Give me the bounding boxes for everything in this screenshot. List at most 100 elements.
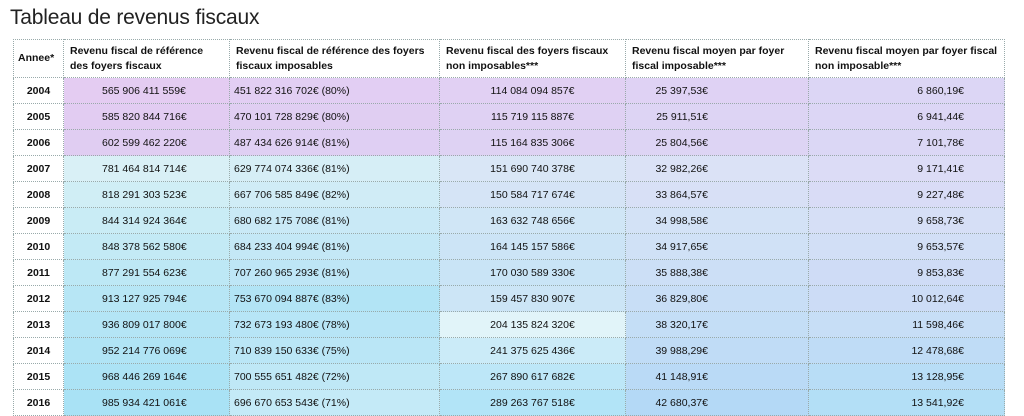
cell-avg-non-taxable: 9 653,57€	[808, 233, 1005, 260]
cell-avg-non-taxable: 6 860,19€	[808, 77, 1005, 104]
cell-year: 2015	[13, 363, 64, 390]
cell-year: 2011	[13, 259, 64, 286]
cell-avg-taxable: 41 148,91€	[625, 363, 809, 390]
cell-avg-non-taxable: 7 101,78€	[808, 129, 1005, 156]
cell-avg-taxable: 42 680,37€	[625, 389, 809, 416]
header-year: Annee*	[13, 39, 64, 78]
cell-non-taxable-revenue: 164 145 157 586€	[439, 233, 626, 260]
cell-year: 2013	[13, 311, 64, 338]
cell-total-revenue: 968 446 269 164€	[63, 363, 230, 390]
cell-non-taxable-revenue: 170 030 589 330€	[439, 259, 626, 286]
table-row: 2012 913 127 925 794€ 753 670 094 887€ (83…	[13, 285, 1005, 312]
table-row: 2015 968 446 269 164€ 700 555 651 482€ (72…	[13, 363, 1005, 390]
cell-avg-non-taxable: 10 012,64€	[808, 285, 1005, 312]
cell-taxable-revenue: 470 101 728 829€ (80%)	[229, 103, 440, 130]
cell-taxable-revenue: 684 233 404 994€ (81%)	[229, 233, 440, 260]
cell-total-revenue: 844 314 924 364€	[63, 207, 230, 234]
table-row: 2005 585 820 844 716€ 470 101 728 829€ (80…	[13, 103, 1005, 130]
cell-avg-non-taxable: 9 853,83€	[808, 259, 1005, 286]
cell-non-taxable-revenue: 151 690 740 378€	[439, 155, 626, 182]
table-row: 2016 985 934 421 061€ 696 670 653 543€ (71…	[13, 389, 1005, 416]
cell-taxable-revenue: 753 670 094 887€ (83%)	[229, 285, 440, 312]
table-row: 2007 781 464 814 714€ 629 774 074 336€ (81…	[13, 155, 1005, 182]
cell-non-taxable-revenue: 159 457 830 907€	[439, 285, 626, 312]
cell-taxable-revenue: 732 673 193 480€ (78%)	[229, 311, 440, 338]
table-row: 2014 952 214 776 069€ 710 839 150 633€ (75…	[13, 337, 1005, 364]
cell-total-revenue: 913 127 925 794€	[63, 285, 230, 312]
cell-non-taxable-revenue: 150 584 717 674€	[439, 181, 626, 208]
revenue-table: Annee* Revenu fiscal de référence des fo…	[13, 39, 1005, 416]
cell-avg-taxable: 33 864,57€	[625, 181, 809, 208]
cell-avg-taxable: 38 320,17€	[625, 311, 809, 338]
table-row: 2004 565 906 411 559€ 451 822 316 702€ (80…	[13, 77, 1005, 104]
cell-taxable-revenue: 680 682 175 708€ (81%)	[229, 207, 440, 234]
header-taxable-revenue: Revenu fiscal de référence des foyers fi…	[229, 39, 440, 78]
table-header-row: Annee* Revenu fiscal de référence des fo…	[13, 39, 1005, 78]
cell-year: 2012	[13, 285, 64, 312]
cell-total-revenue: 818 291 303 523€	[63, 181, 230, 208]
cell-year: 2014	[13, 337, 64, 364]
cell-non-taxable-revenue: 241 375 625 436€	[439, 337, 626, 364]
cell-non-taxable-revenue: 163 632 748 656€	[439, 207, 626, 234]
table-row: 2010 848 378 562 580€ 684 233 404 994€ (81…	[13, 233, 1005, 260]
cell-non-taxable-revenue: 115 164 835 306€	[439, 129, 626, 156]
cell-avg-non-taxable: 13 541,92€	[808, 389, 1005, 416]
cell-avg-taxable: 25 804,56€	[625, 129, 809, 156]
table-row: 2008 818 291 303 523€ 667 706 585 849€ (82…	[13, 181, 1005, 208]
cell-avg-non-taxable: 13 128,95€	[808, 363, 1005, 390]
header-avg-taxable: Revenu fiscal moyen par foyer fiscal imp…	[625, 39, 809, 78]
cell-taxable-revenue: 451 822 316 702€ (80%)	[229, 77, 440, 104]
cell-total-revenue: 585 820 844 716€	[63, 103, 230, 130]
cell-avg-taxable: 39 988,29€	[625, 337, 809, 364]
cell-avg-non-taxable: 6 941,44€	[808, 103, 1005, 130]
cell-year: 2009	[13, 207, 64, 234]
cell-taxable-revenue: 710 839 150 633€ (75%)	[229, 337, 440, 364]
cell-avg-taxable: 36 829,80€	[625, 285, 809, 312]
cell-year: 2005	[13, 103, 64, 130]
cell-avg-taxable: 34 917,65€	[625, 233, 809, 260]
cell-total-revenue: 565 906 411 559€	[63, 77, 230, 104]
cell-non-taxable-revenue: 115 719 115 887€	[439, 103, 626, 130]
cell-avg-non-taxable: 9 658,73€	[808, 207, 1005, 234]
cell-avg-non-taxable: 12 478,68€	[808, 337, 1005, 364]
table-row: 2006 602 599 462 220€ 487 434 626 914€ (81…	[13, 129, 1005, 156]
cell-non-taxable-revenue: 204 135 824 320€	[439, 311, 626, 338]
table-body: 2004 565 906 411 559€ 451 822 316 702€ (80…	[13, 77, 1005, 416]
cell-total-revenue: 781 464 814 714€	[63, 155, 230, 182]
cell-avg-taxable: 35 888,38€	[625, 259, 809, 286]
cell-avg-non-taxable: 9 171,41€	[808, 155, 1005, 182]
table-row: 2009 844 314 924 364€ 680 682 175 708€ (81…	[13, 207, 1005, 234]
cell-avg-non-taxable: 11 598,46€	[808, 311, 1005, 338]
cell-year: 2004	[13, 77, 64, 104]
cell-taxable-revenue: 667 706 585 849€ (82%)	[229, 181, 440, 208]
cell-year: 2006	[13, 129, 64, 156]
table-row: 2011 877 291 554 623€ 707 260 965 293€ (81…	[13, 259, 1005, 286]
cell-total-revenue: 952 214 776 069€	[63, 337, 230, 364]
cell-year: 2008	[13, 181, 64, 208]
cell-non-taxable-revenue: 267 890 617 682€	[439, 363, 626, 390]
cell-avg-non-taxable: 9 227,48€	[808, 181, 1005, 208]
header-total-revenue: Revenu fiscal de référence des foyers fi…	[63, 39, 230, 78]
page-title: Tableau de revenus fiscaux	[10, 6, 260, 29]
table-row: 2013 936 809 017 800€ 732 673 193 480€ (78…	[13, 311, 1005, 338]
cell-avg-taxable: 25 397,53€	[625, 77, 809, 104]
cell-non-taxable-revenue: 289 263 767 518€	[439, 389, 626, 416]
header-avg-non-taxable: Revenu fiscal moyen par foyer fiscal non…	[808, 39, 1005, 78]
cell-total-revenue: 936 809 017 800€	[63, 311, 230, 338]
cell-taxable-revenue: 707 260 965 293€ (81%)	[229, 259, 440, 286]
cell-taxable-revenue: 629 774 074 336€ (81%)	[229, 155, 440, 182]
cell-total-revenue: 985 934 421 061€	[63, 389, 230, 416]
cell-avg-taxable: 25 911,51€	[625, 103, 809, 130]
cell-avg-taxable: 34 998,58€	[625, 207, 809, 234]
cell-taxable-revenue: 487 434 626 914€ (81%)	[229, 129, 440, 156]
header-non-taxable-revenue: Revenu fiscal des foyers fiscaux non imp…	[439, 39, 626, 78]
cell-total-revenue: 848 378 562 580€	[63, 233, 230, 260]
cell-non-taxable-revenue: 114 084 094 857€	[439, 77, 626, 104]
cell-year: 2010	[13, 233, 64, 260]
cell-total-revenue: 602 599 462 220€	[63, 129, 230, 156]
cell-taxable-revenue: 696 670 653 543€ (71%)	[229, 389, 440, 416]
cell-taxable-revenue: 700 555 651 482€ (72%)	[229, 363, 440, 390]
cell-year: 2016	[13, 389, 64, 416]
cell-year: 2007	[13, 155, 64, 182]
cell-avg-taxable: 32 982,26€	[625, 155, 809, 182]
